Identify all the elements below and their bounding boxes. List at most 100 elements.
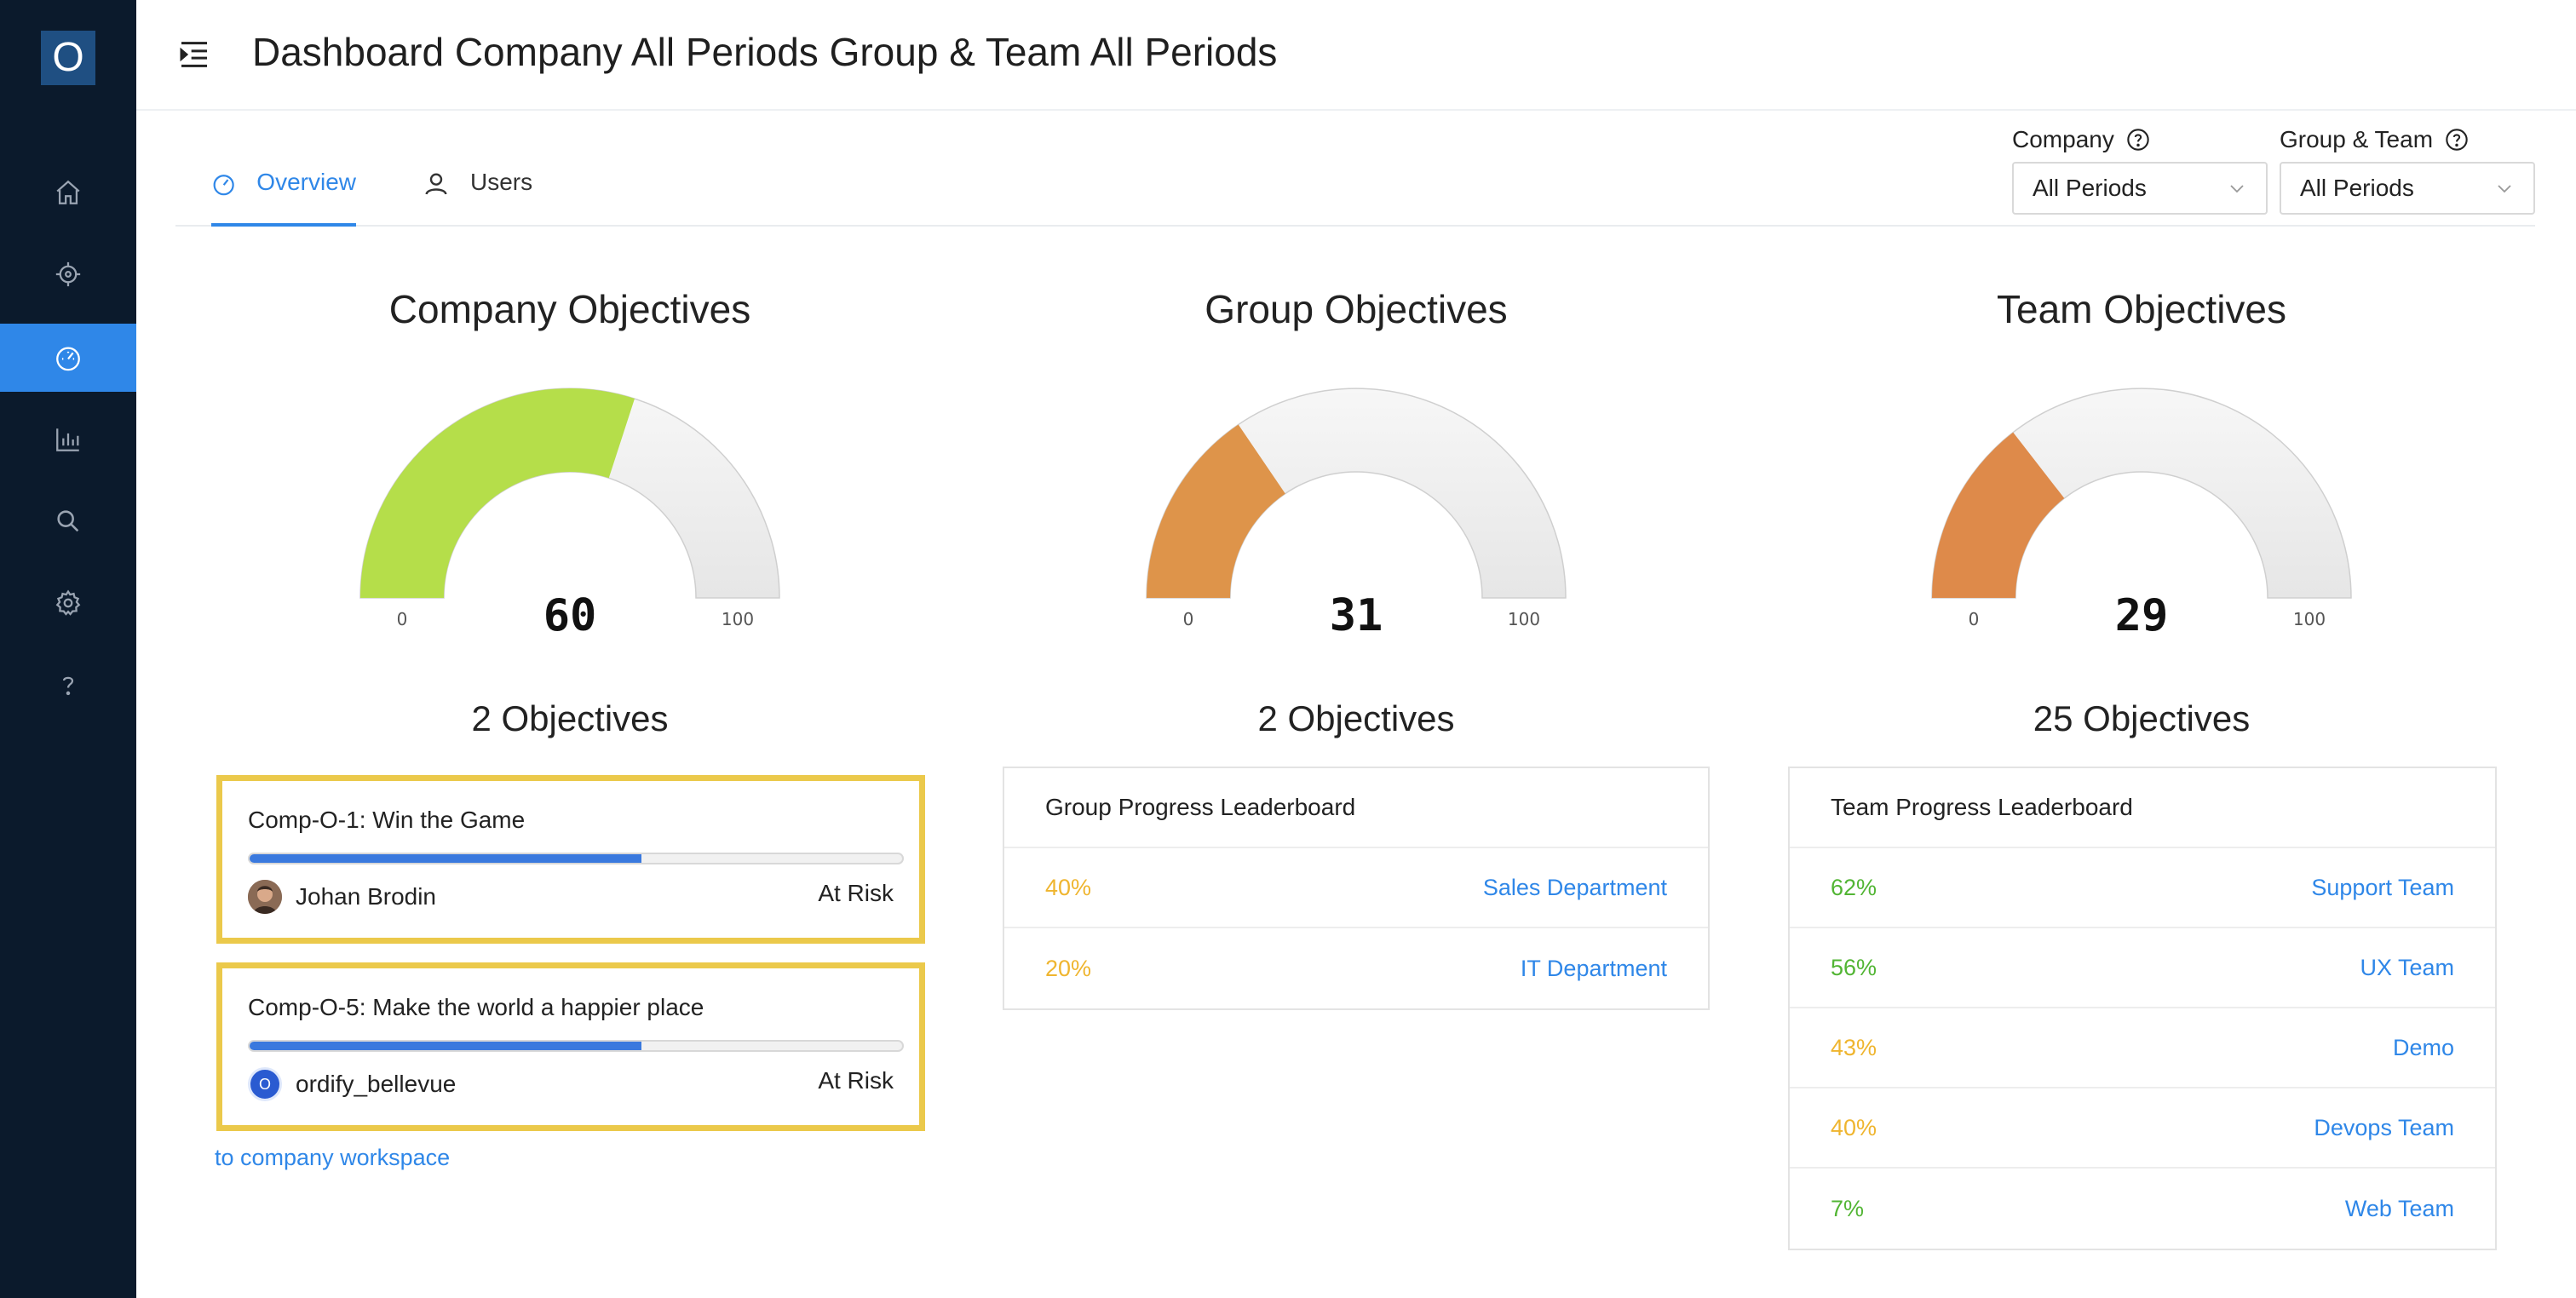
leaderboard-link[interactable]: UX Team [2360,954,2454,980]
avatar: O [248,1067,282,1101]
leaderboard-row: 62% Support Team [1790,848,2495,928]
gauge-max-label: 100 [1508,609,1540,629]
app-logo[interactable]: O [41,31,95,85]
objective-title: Comp-O-1: Win the Game [248,807,526,833]
gauge-value-label: 60 [543,590,597,641]
chevron-down-icon [2498,185,2511,193]
dashboard-icon [56,347,80,371]
team-leaderboard-title: Team Progress Leaderboard [1790,768,2495,848]
gauge-max-label: 100 [722,609,754,629]
question-circle-icon[interactable] [2126,128,2150,152]
gauge-min-label: 0 [1183,609,1194,629]
group-team-filter: Group & Team All Periods [2280,124,2535,215]
leaderboard-link[interactable]: Web Team [2344,1195,2454,1221]
sidebar-item-home[interactable] [0,158,136,227]
objective-progress-bar [248,1040,904,1052]
leaderboard-row: 20% IT Department [1004,928,1708,1008]
leaderboard-percent: 40% [1045,874,1092,900]
team-objectives-title: Team Objectives [1996,287,2286,331]
objective-card[interactable]: Comp-O-1: Win the Game Johan Brodin At R… [216,775,925,944]
objective-status: At Risk [818,1067,894,1094]
objective-title: Comp-O-5: Make the world a happier place [248,994,704,1020]
gauge-track [1931,388,2352,599]
sidebar-item-search[interactable] [0,487,136,555]
company-period-select[interactable]: All Periods [2012,162,2268,215]
leaderboard-percent: 20% [1045,955,1092,981]
home-icon [56,180,80,204]
tab-overview[interactable]: Overview [211,169,356,227]
leaderboard-percent: 40% [1831,1114,1877,1140]
chevron-down-icon [2230,185,2244,193]
objective-owner-name: ordify_bellevue [296,1071,457,1097]
company-filter-label: Company [2012,126,2114,152]
leaderboard-link[interactable]: Sales Department [1482,874,1667,900]
sidebar: O [0,0,136,1298]
objective-card[interactable]: Comp-O-5: Make the world a happier place… [216,962,925,1131]
group-leaderboard-title: Group Progress Leaderboard [1004,768,1708,848]
dashboard-icon [213,175,234,196]
leaderboard-row: 43% Demo [1790,1008,2495,1088]
top-header: Dashboard Company All Periods Group & Te… [136,0,2576,111]
group-team-filter-label: Group & Team [2280,126,2434,152]
leaderboard-row: 7% Web Team [1790,1169,2495,1249]
sidebar-item-reports[interactable] [0,405,136,474]
group-objectives-title: Group Objectives [1205,287,1508,331]
group-objectives-count: 2 Objectives [1257,698,1455,738]
tab-bar: Overview Users [175,119,2535,227]
search-icon [57,510,79,532]
help-icon [62,676,74,696]
leaderboard-percent: 43% [1831,1034,1877,1060]
company-filter: Company All Periods [2012,124,2268,215]
bar-chart-icon [56,428,79,451]
team-leaderboard: Team Progress Leaderboard 62% Support Te… [1788,767,2497,1250]
gauge-value-arc [360,388,635,598]
leaderboard-link[interactable]: IT Department [1520,955,1667,981]
gauge-value-arc [1932,432,2065,598]
company-objectives-title: Company Objectives [388,287,751,331]
objective-progress-fill [250,854,641,863]
sidebar-item-objectives[interactable] [0,240,136,308]
group-team-period-select[interactable]: All Periods [2280,162,2535,215]
sidebar-item-settings[interactable] [0,569,136,637]
question-circle-icon[interactable] [2445,128,2469,152]
leaderboard-percent: 56% [1831,954,1877,980]
objective-owner-name: Johan Brodin [296,883,437,910]
objective-progress-bar [248,853,904,864]
leaderboard-percent: 62% [1831,874,1877,900]
group-gauge: 31 0 100 [1146,388,1567,641]
avatar [248,880,282,914]
tab-users[interactable]: Users [423,169,532,227]
leaderboard-link[interactable]: Devops Team [2314,1114,2454,1140]
menu-indent-icon[interactable] [177,37,211,72]
page-title: Dashboard Company All Periods Group & Te… [252,30,1278,74]
user-icon [425,173,447,195]
target-icon [55,261,81,287]
objective-owner: O ordify_bellevue [248,1067,456,1101]
company-objectives-count: 2 Objectives [471,698,669,738]
objective-status: At Risk [818,880,894,906]
sidebar-item-dashboard[interactable] [0,324,136,392]
gauge-max-label: 100 [2293,609,2326,629]
company-gauge: 60 0 100 [359,388,780,641]
gear-icon [55,589,81,616]
leaderboard-row: 40% Devops Team [1790,1088,2495,1169]
gauge-value-label: 31 [1330,590,1383,641]
group-leaderboard: Group Progress Leaderboard 40% Sales Dep… [1003,767,1710,1010]
group-team-period-value: All Periods [2300,175,2414,201]
gauge-min-label: 0 [1969,609,1980,629]
team-gauge: 29 0 100 [1931,388,2352,641]
tab-users-label: Users [470,169,533,195]
sidebar-item-help[interactable] [0,651,136,719]
company-period-value: All Periods [2033,175,2147,201]
leaderboard-row: 40% Sales Department [1004,848,1708,928]
gauge-value-label: 29 [2115,590,2169,641]
objective-progress-fill [250,1042,641,1050]
company-workspace-link[interactable]: to company workspace [215,1145,451,1170]
leaderboard-link[interactable]: Demo [2392,1034,2454,1060]
gauge-value-arc [1147,424,1285,598]
leaderboard-link[interactable]: Support Team [2311,874,2454,900]
team-objectives-count: 25 Objectives [2033,698,2251,738]
objective-owner: Johan Brodin [248,880,436,914]
leaderboard-row: 56% UX Team [1790,928,2495,1008]
gauge-min-label: 0 [397,609,408,629]
